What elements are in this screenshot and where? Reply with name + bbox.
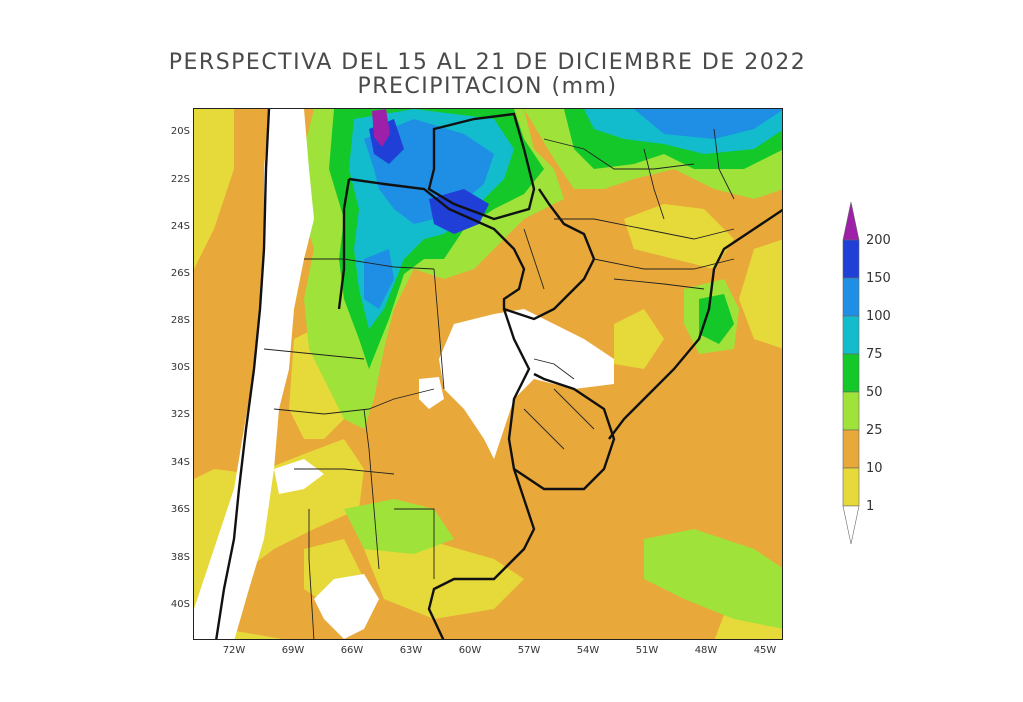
- lat-label: 28S: [170, 315, 190, 326]
- country-borders: [215, 109, 616, 639]
- province-borders: [263, 128, 735, 639]
- lon-label: 63W: [399, 645, 423, 656]
- lon-label: 69W: [281, 645, 305, 656]
- colorbar-segment: [842, 201, 860, 241]
- lon-label: 57W: [517, 645, 541, 656]
- colorbar-segment: [842, 353, 860, 393]
- legend-label-200: 200: [866, 233, 891, 248]
- legend-label-10: 10: [866, 461, 883, 476]
- lat-label: 20S: [170, 126, 190, 137]
- lat-label: 36S: [170, 504, 190, 515]
- colorbar-segment: [842, 505, 860, 545]
- lon-label: 60W: [458, 645, 482, 656]
- colorbar-segment: [842, 467, 860, 507]
- precipitation-map: [193, 108, 783, 640]
- legend-label-1: 1: [866, 499, 875, 514]
- lon-label: 54W: [576, 645, 600, 656]
- legend-label-100: 100: [866, 309, 891, 324]
- lat-label: 38S: [170, 552, 190, 563]
- lat-label: 30S: [170, 362, 190, 373]
- legend-label-75: 75: [866, 347, 883, 362]
- legend-label-150: 150: [866, 271, 891, 286]
- lat-label: 26S: [170, 268, 190, 279]
- legend-label-50: 50: [866, 385, 883, 400]
- colorbar-segment: [842, 239, 860, 279]
- precip-over-200-areas: [372, 109, 390, 147]
- lon-label: 45W: [753, 645, 777, 656]
- colorbar-segment: [842, 315, 860, 355]
- lat-label: 34S: [170, 457, 190, 468]
- lat-label: 22S: [170, 174, 190, 185]
- colorbar-segment: [842, 429, 860, 469]
- atlantic-coastline: [608, 208, 782, 440]
- lon-label: 48W: [694, 645, 718, 656]
- map-canvas: [194, 109, 782, 639]
- lat-label: 24S: [170, 221, 190, 232]
- legend-label-25: 25: [866, 423, 883, 438]
- precipitation-colorbar: [841, 201, 861, 552]
- lat-label: 32S: [170, 409, 190, 420]
- colorbar-segment: [842, 391, 860, 431]
- lon-label: 72W: [222, 645, 246, 656]
- lon-label: 66W: [340, 645, 364, 656]
- colorbar-segment: [842, 277, 860, 317]
- lon-label: 51W: [635, 645, 659, 656]
- colorbar-graphic: [842, 201, 860, 545]
- map-subtitle: PRECIPITACION (mm): [357, 74, 618, 99]
- map-title: PERSPECTIVA DEL 15 AL 21 DE DICIEMBRE DE…: [168, 50, 807, 75]
- lat-label: 40S: [170, 599, 190, 610]
